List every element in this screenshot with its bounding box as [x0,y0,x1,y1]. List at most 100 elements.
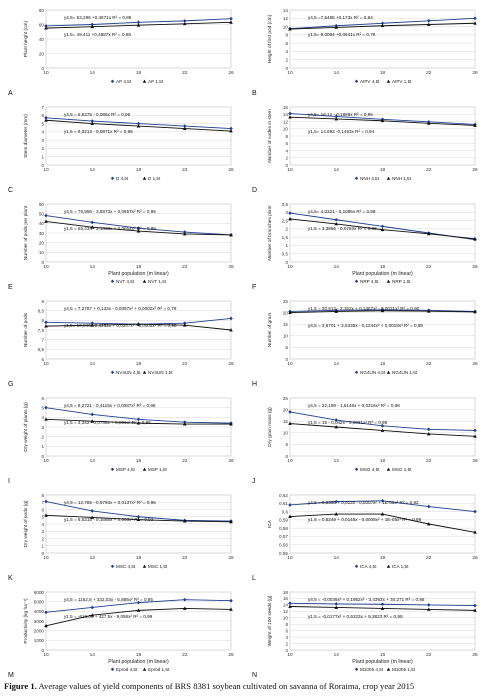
x-tick-label: 10 [287,70,293,76]
legend-marker [142,467,147,471]
y-tick-label: 4000 [34,609,45,614]
legend-entry: MSG 4,5t [360,467,380,472]
regression-equation: y4,5 = 3,6701 + 2,6435x - 0,1244x² + 0,0… [308,323,423,328]
data-point [380,224,385,229]
y-tick-label: 50 [39,211,45,216]
y-tick-label: 16 [283,596,289,601]
data-point [90,220,95,225]
x-tick-label: 10 [43,361,49,367]
legend-entry: NNH 1,5t [392,176,412,181]
legend-entry: ICA 1,5t [392,564,409,569]
panel-letter: G [8,381,13,388]
legend: NRP 4,5t NRP 1,5t [354,279,411,284]
x-tick-label: 10 [287,167,293,173]
data-point [288,601,292,606]
regression-equation: y1,5 = 6,5315 - 0,1688x + 0,003x² R² = 0… [64,517,154,522]
y-tick-label: 2,5 [282,218,289,223]
panel-letter: M [8,672,14,679]
panel-letter: C [8,187,13,194]
data-point [44,513,48,517]
x-tick-label: 10 [43,70,49,76]
data-point [44,320,48,325]
y-tick-label: 3 [41,529,44,534]
y-axis-label: Number of pods [23,312,29,347]
data-point [473,123,477,127]
regression-equation: y1,5 = -613,06 + 427,5x - 9,058x² R² = 0… [64,614,153,619]
data-point [229,598,233,603]
legend-marker [142,79,147,83]
data-point [380,118,385,123]
legend-marker [354,176,359,180]
y-tick-label: 14 [283,603,289,608]
data-point [90,24,95,29]
x-tick-label: 22 [182,652,188,658]
regression-equation: y1,5 = 15 - 0,042x - 0,0081x² R² = 0,98 [308,420,388,425]
chart-panel-a: 0 20 40 60 80 10 14 18 22 26 Plant height (cm) y4,5… [8,8,234,97]
y-axis-label: Stem diameter (mm) [23,114,29,158]
x-tick-label: 22 [426,361,432,367]
x-axis-label: Plant population (m linear) [352,271,413,277]
y-axis-label: Dry weight of plants (g) [23,402,29,452]
y-tick-label: 3,5 [282,202,289,207]
x-tick-label: 22 [426,167,432,173]
y-axis-label: Weight of 100 seeds (g) [267,595,273,646]
data-point [288,514,292,518]
data-point [334,418,339,422]
regression-equation: y4,5 = 6,5375 - 0,086x R² = 0,96 [64,112,131,117]
data-point [229,519,233,524]
y-tick-label: 1 [41,155,44,160]
y-tick-label: 0 [285,163,288,168]
x-tick-label: 22 [182,361,188,367]
chart-panel-c: 0 1 2 3 4 5 6 7 10 14 18 22 26 Stem diameter (mm) y4,5… [8,105,234,194]
y-tick-label: 4 [41,130,44,135]
data-point [288,111,292,116]
y-tick-label: 7 [41,500,44,505]
data-point [426,427,431,432]
data-point [380,602,385,607]
data-point [473,16,477,21]
legend-entry: D 4,5t [116,176,129,181]
y-tick-label: 7 [41,337,44,342]
x-tick-label: 14 [334,264,340,270]
y-tick-label: 3 [41,138,44,143]
x-tick-label: 10 [43,264,49,270]
legend-marker [354,467,359,471]
legend-entry: NV4UN 1,5t [148,370,173,375]
y-tick-label: 5 [41,405,44,410]
y-tick-label: 14 [283,8,289,13]
data-point [334,221,339,226]
legend-marker [110,176,115,180]
y-tick-label: 1 [41,544,44,549]
data-point [380,428,385,432]
data-point [288,27,292,31]
y-tick-label: 18 [283,590,289,595]
regression-equation: y1,5 = 30,812 - 2,152x + 0,1467x² - 0,00… [308,306,420,311]
y-tick-label: 15 [283,419,289,424]
y-tick-label: 4 [41,522,44,527]
legend-marker [386,667,391,671]
data-point [136,517,141,522]
legend-entry: AIPV 1,5t [392,79,412,84]
y-tick-label: 6 [41,113,44,118]
x-tick-label: 22 [426,555,432,561]
data-point [288,503,292,507]
legend: NV4UN 4,5t NV4UN 1,5t [110,370,173,375]
y-tick-label: 5 [41,515,44,520]
data-point [90,321,95,326]
x-tick-label: 14 [90,264,96,270]
legend: NVT 4,5t NVT 1,5t [110,279,167,284]
data-point [182,21,187,26]
x-tick-label: 22 [182,70,188,76]
legend-entry: M1005 4,5t [360,667,384,672]
panel-letter: K [8,575,13,582]
x-tick-label: 26 [472,458,478,464]
regression-equation: y4,5 =7,5465 +0,173x R² = 0,94 [308,15,373,20]
legend-marker [142,176,147,180]
data-point [44,405,48,410]
data-point [90,605,95,610]
legend-marker [386,467,391,471]
regression-equation: y1,5 = 65,434 - 3,1333x + 0,0654x² R² = … [64,226,156,231]
x-tick-label: 26 [228,70,234,76]
y-axis-label: Plant height (cm) [23,20,29,57]
